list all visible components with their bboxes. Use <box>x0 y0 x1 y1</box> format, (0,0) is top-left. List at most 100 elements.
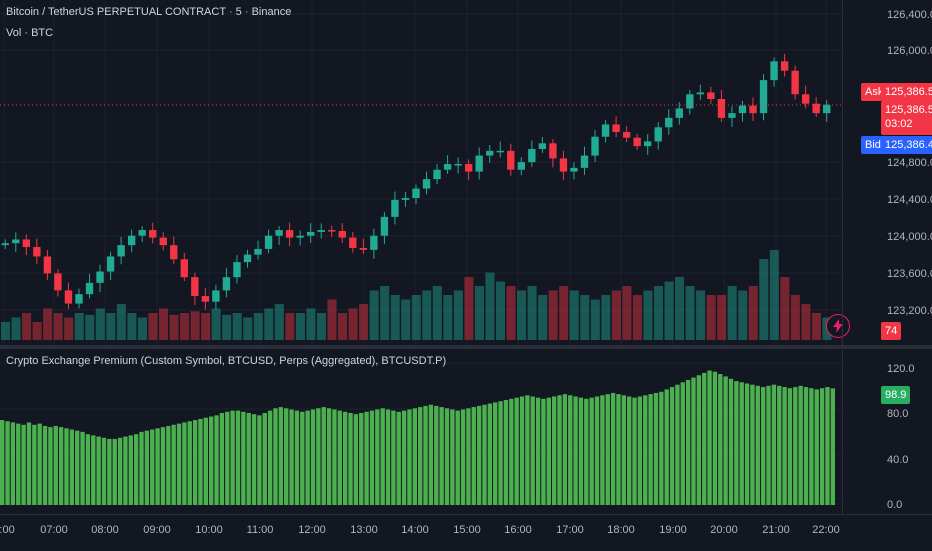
premium-bar <box>273 408 278 505</box>
premium-bar <box>160 427 166 505</box>
time-label: 10:00 <box>195 524 223 536</box>
premium-bar <box>643 395 648 505</box>
premium-bar <box>326 408 332 505</box>
volume-bar <box>590 299 600 340</box>
premium-bar <box>707 370 712 505</box>
candle-body <box>222 277 231 291</box>
indicator-legend[interactable]: Crypto Exchange Premium (Custom Symbol, … <box>6 355 447 367</box>
premium-bar <box>171 424 176 505</box>
time-label: 15:00 <box>453 524 481 536</box>
candle-body <box>486 150 494 156</box>
premium-bar <box>198 418 203 505</box>
premium-bar <box>353 414 359 505</box>
volume-bar <box>622 286 632 340</box>
volume-bar <box>453 290 463 340</box>
premium-bar <box>482 404 487 505</box>
premium-bar <box>316 408 321 505</box>
time-axis[interactable] <box>0 514 932 551</box>
volume-bar <box>32 322 42 340</box>
premium-bar <box>267 410 273 505</box>
ask-price: 125,386.5 <box>881 83 932 101</box>
volume-bar <box>211 308 221 340</box>
premium-bar <box>793 387 798 505</box>
candle-body <box>633 137 641 147</box>
volume-bar <box>148 313 158 340</box>
premium-bar <box>734 381 739 505</box>
candle-body <box>791 70 799 95</box>
indicator-pane[interactable]: Crypto Exchange Premium (Custom Symbol, … <box>0 349 932 514</box>
candle-body <box>391 199 399 217</box>
candle-body <box>212 290 220 302</box>
premium-bar <box>787 388 793 505</box>
volume-bar <box>95 308 105 340</box>
price-chart-svg[interactable] <box>0 0 842 345</box>
volume-bar <box>116 304 126 340</box>
candle-body <box>401 198 410 200</box>
candle-body <box>149 230 157 238</box>
bid-price: 125,386.4 <box>881 136 932 154</box>
candle-body <box>780 61 789 71</box>
premium-bar <box>546 397 551 505</box>
premium-bar <box>498 401 503 505</box>
volume-value-tag: 74 <box>881 322 902 340</box>
candle-body <box>496 150 504 153</box>
candle-body <box>538 143 547 149</box>
lightning-icon[interactable] <box>826 314 850 338</box>
candle-body <box>306 231 315 236</box>
volume-bar <box>706 295 716 340</box>
premium-bar <box>530 396 535 505</box>
volume-bar <box>580 295 590 340</box>
premium-bar <box>493 402 498 505</box>
premium-chart-svg[interactable] <box>0 349 842 514</box>
premium-bar <box>123 436 128 505</box>
premium-bar <box>241 411 246 505</box>
volume-bar <box>380 286 390 340</box>
volume-bar <box>274 304 284 340</box>
premium-bar <box>814 389 819 505</box>
candle-body <box>443 164 452 170</box>
premium-bar <box>300 411 305 505</box>
candle-body <box>233 262 241 278</box>
candle-body <box>696 92 705 95</box>
candle-body <box>707 92 715 99</box>
premium-bar <box>85 434 91 505</box>
volume-bar <box>232 313 242 340</box>
premium-bar <box>75 430 80 505</box>
premium-bar <box>439 407 444 505</box>
volume-legend[interactable]: Vol · BTC <box>6 27 54 39</box>
lightning-glyph <box>833 319 843 333</box>
premium-bar <box>632 397 637 505</box>
premium-bar <box>760 387 766 505</box>
pane-divider[interactable] <box>0 345 932 349</box>
volume-bar <box>190 311 200 340</box>
volume-bar <box>285 313 295 340</box>
premium-bar <box>321 407 326 505</box>
volume-bar <box>316 313 326 340</box>
premium-bar <box>509 398 514 505</box>
premium-bar <box>112 438 117 505</box>
candle-body <box>422 179 431 189</box>
premium-bar <box>696 375 702 505</box>
candle-body <box>117 245 125 257</box>
volume-bar <box>443 295 453 340</box>
premium-bar <box>176 423 182 505</box>
premium-bar <box>257 415 262 505</box>
premium-bar <box>412 408 417 505</box>
candle-body <box>549 143 557 159</box>
volume-bar <box>559 286 569 340</box>
premium-bar <box>101 437 107 505</box>
premium-bar <box>685 379 691 505</box>
premium-bar <box>364 411 369 505</box>
candle-body <box>338 231 346 238</box>
volume-bar <box>643 290 653 340</box>
indicator-tick: 0.0 <box>887 499 903 511</box>
volume-bar <box>485 272 495 340</box>
volume-bar <box>527 286 537 340</box>
symbol-legend[interactable]: Bitcoin / TetherUS PERPETUAL CONTRACT · … <box>6 6 292 18</box>
premium-bar <box>5 421 10 505</box>
volume-bar <box>253 313 263 340</box>
price-axis[interactable]: 126,400.0 126,000.0 124,800.0 124,400.0 … <box>842 0 932 514</box>
candle-body <box>717 99 726 118</box>
candle-body <box>54 273 62 291</box>
price-pane[interactable]: Bitcoin / TetherUS PERPETUAL CONTRACT · … <box>0 0 932 345</box>
